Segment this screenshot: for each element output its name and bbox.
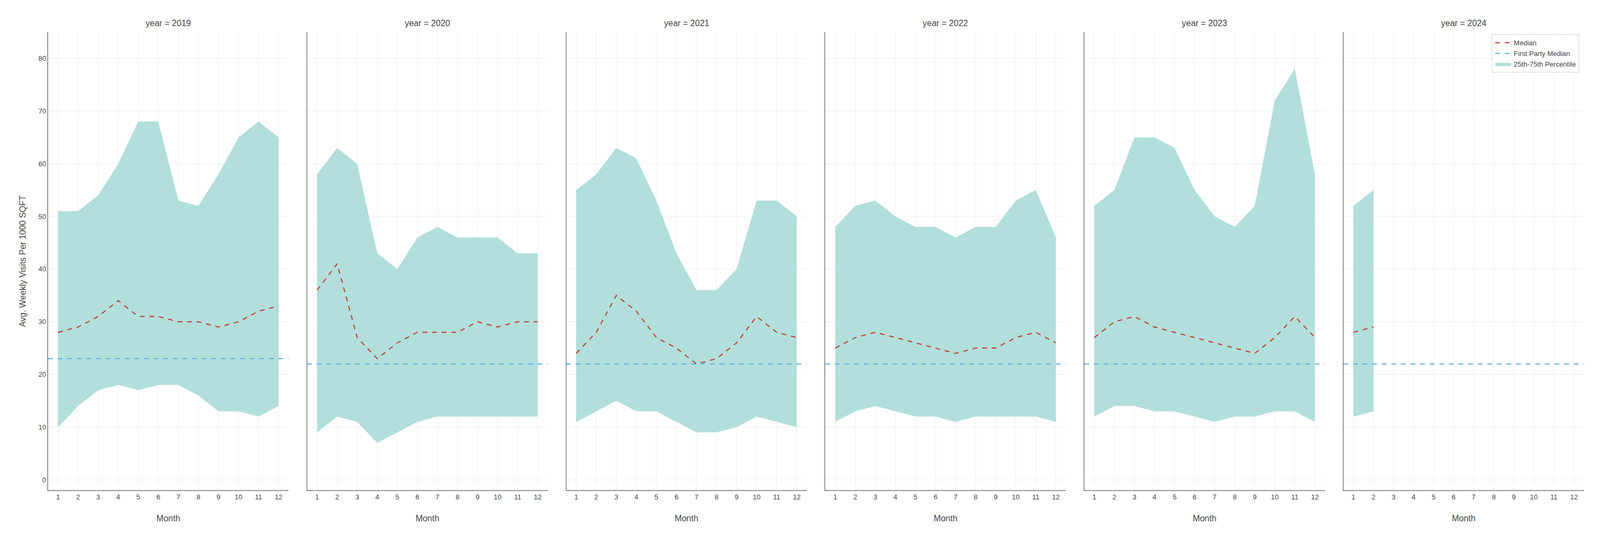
svg-text:11: 11 [1550,493,1558,502]
svg-text:11: 11 [773,493,781,502]
svg-text:12: 12 [1051,493,1060,502]
svg-text:7: 7 [176,493,181,502]
svg-text:30: 30 [38,317,46,326]
svg-text:20: 20 [38,370,46,379]
svg-text:8: 8 [714,493,719,502]
svg-text:10: 10 [234,493,243,502]
svg-text:4: 4 [375,493,380,502]
svg-text:10: 10 [752,493,760,502]
svg-text:11: 11 [1032,493,1040,502]
svg-text:12: 12 [1310,493,1319,502]
svg-text:12: 12 [274,493,283,502]
svg-text:10: 10 [1270,493,1279,502]
svg-text:2: 2 [853,493,858,502]
svg-text:6: 6 [933,493,938,502]
svg-text:0: 0 [42,476,46,485]
svg-text:25th-75th Percentile: 25th-75th Percentile [1513,60,1576,69]
svg-text:Month: Month [674,514,699,524]
svg-text:2: 2 [594,493,598,502]
svg-text:5: 5 [1431,493,1436,502]
svg-text:8: 8 [1491,493,1496,502]
svg-text:5: 5 [1172,493,1177,502]
svg-text:9: 9 [1252,493,1257,502]
svg-text:3: 3 [355,493,359,502]
svg-text:2: 2 [335,493,340,502]
svg-text:80: 80 [38,54,46,63]
svg-text:3: 3 [873,493,878,502]
svg-text:50: 50 [38,212,46,221]
svg-text:10: 10 [38,423,46,432]
svg-text:7: 7 [953,493,958,502]
svg-text:11: 11 [254,493,263,502]
svg-text:4: 4 [893,493,898,502]
svg-text:8: 8 [973,493,978,502]
svg-text:4: 4 [116,493,120,502]
svg-text:70: 70 [38,107,46,116]
svg-text:4: 4 [1411,493,1416,502]
svg-text:2: 2 [1371,493,1376,502]
svg-text:11: 11 [1291,493,1299,502]
svg-text:Month: Month [1192,514,1216,524]
svg-text:7: 7 [694,493,699,502]
svg-text:4: 4 [634,493,639,502]
svg-text:1: 1 [315,493,319,502]
svg-text:5: 5 [136,493,141,502]
svg-text:2: 2 [1112,493,1117,502]
svg-text:12: 12 [1570,493,1578,502]
svg-text:6: 6 [415,493,420,502]
svg-text:6: 6 [1451,493,1456,502]
svg-text:40: 40 [38,265,46,274]
svg-text:9: 9 [475,493,480,502]
svg-text:6: 6 [1192,493,1197,502]
svg-text:Avg. Weekly Visits Per 1000 SQ: Avg. Weekly Visits Per 1000 SQFT [18,195,28,327]
svg-text:1: 1 [574,493,579,502]
svg-text:3: 3 [1391,493,1396,502]
svg-text:1: 1 [1092,493,1096,502]
svg-text:12: 12 [793,493,801,502]
svg-text:3: 3 [614,493,619,502]
svg-text:1: 1 [833,493,837,502]
svg-text:year = 2021: year = 2021 [664,18,710,28]
svg-text:9: 9 [1512,493,1516,502]
svg-text:year = 2024: year = 2024 [1441,18,1487,28]
svg-text:7: 7 [1212,493,1217,502]
svg-text:2: 2 [76,493,80,502]
svg-text:7: 7 [1472,493,1476,502]
svg-text:8: 8 [196,493,200,502]
svg-text:1: 1 [56,493,60,502]
svg-text:year = 2019: year = 2019 [145,18,191,28]
svg-text:5: 5 [395,493,399,502]
svg-text:11: 11 [514,493,522,502]
svg-text:10: 10 [1011,493,1020,502]
svg-text:First Party Median: First Party Median [1513,49,1570,58]
svg-text:12: 12 [533,493,542,502]
svg-text:10: 10 [493,493,502,502]
svg-text:year = 2020: year = 2020 [404,18,451,28]
svg-text:5: 5 [654,493,659,502]
svg-text:60: 60 [38,160,46,168]
svg-text:year = 2022: year = 2022 [922,18,968,28]
svg-text:4: 4 [1152,493,1157,502]
svg-text:9: 9 [734,493,739,502]
svg-text:1: 1 [1351,493,1356,502]
svg-text:8: 8 [455,493,460,502]
svg-text:year = 2023: year = 2023 [1181,18,1228,28]
svg-text:6: 6 [674,493,679,502]
svg-text:Median: Median [1513,38,1537,47]
svg-text:6: 6 [156,493,160,502]
svg-text:9: 9 [993,493,998,502]
svg-text:10: 10 [1530,493,1538,502]
svg-text:8: 8 [1232,493,1237,502]
svg-text:9: 9 [216,493,221,502]
svg-text:3: 3 [1132,493,1136,502]
svg-text:Month: Month [156,514,180,524]
svg-text:5: 5 [913,493,918,502]
svg-text:Month: Month [415,514,439,524]
svg-text:7: 7 [435,493,440,502]
svg-text:Month: Month [933,514,958,524]
svg-text:Month: Month [1451,514,1476,524]
svg-text:3: 3 [96,493,100,502]
